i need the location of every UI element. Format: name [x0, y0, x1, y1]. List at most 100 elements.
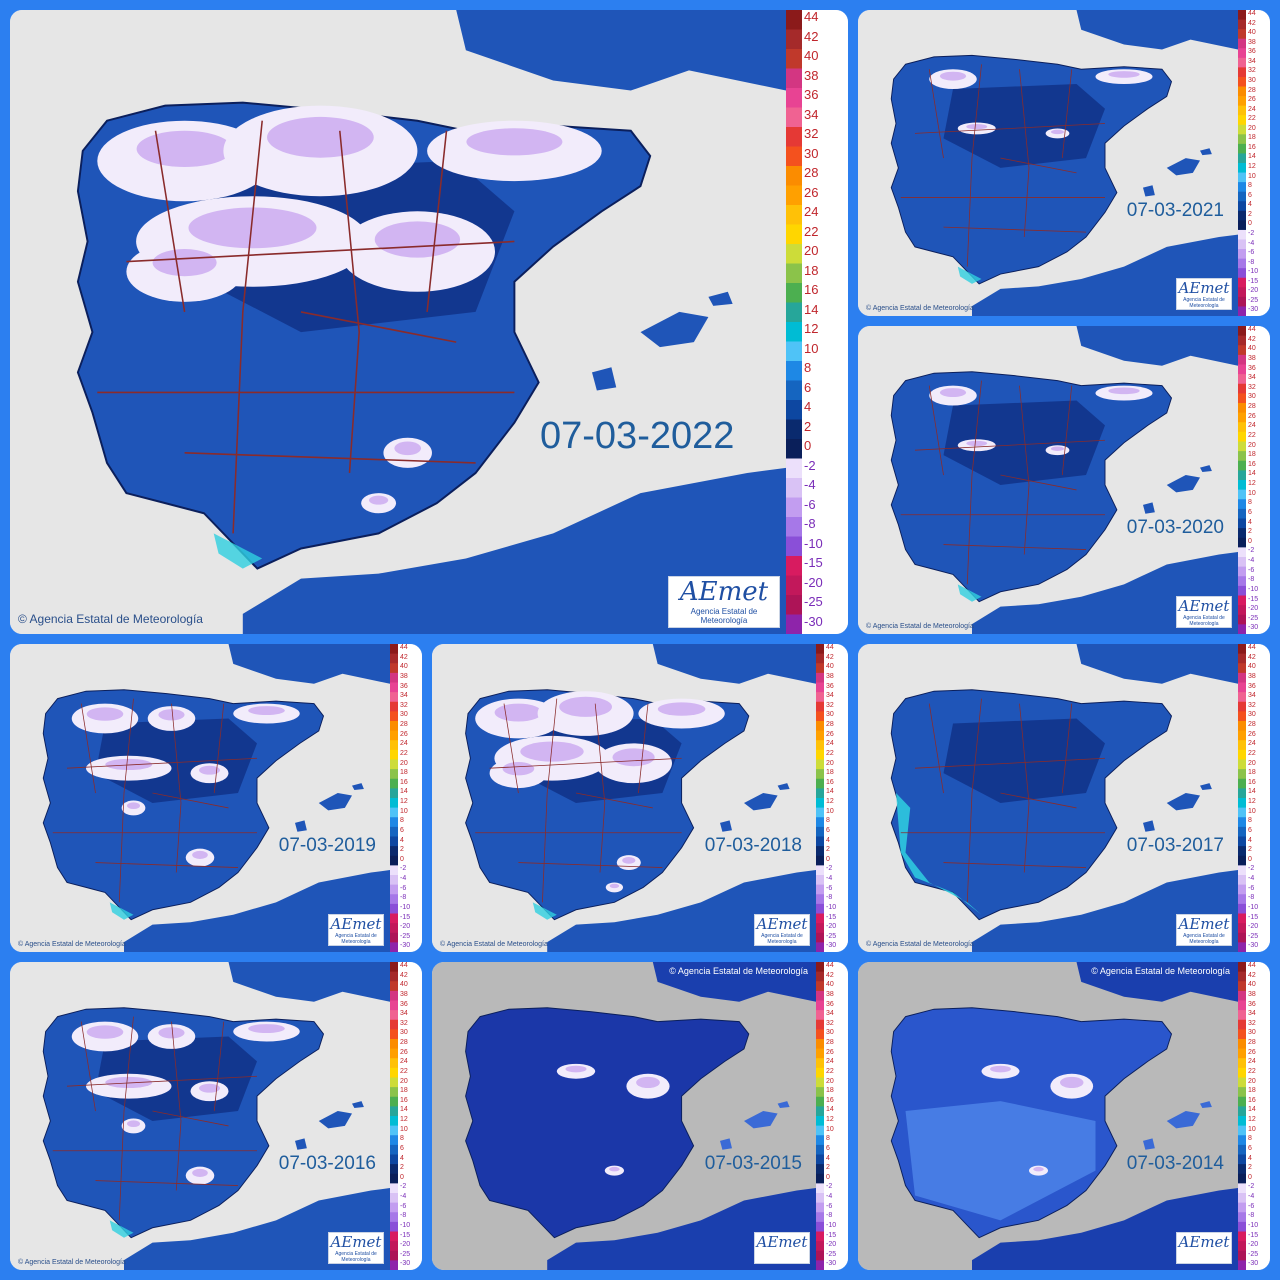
legend-tick: -25: [1248, 296, 1259, 304]
map-panel-2014: 44 42 40 38 36 34 32 30 28 26 24 22 20 18 16 14 12 10 8 6 4 2…: [858, 962, 1270, 1270]
map-panel-2020: 44 42 40 38 36 34 32 30 28 26 24 22 20 18 16 14 12 10 8 6 4 2…: [858, 326, 1270, 634]
aemet-logo: AEmet Agencia Estatal de Meteorología: [328, 914, 384, 946]
legend-tick: 34: [1248, 374, 1256, 382]
legend-tick: -20: [400, 923, 411, 931]
temperature-legend: 44 42 40 38 36 34 32 30 28 26 24 22 20 18 16 14 12 10 8 6 4 2…: [390, 644, 422, 952]
legend-tick: 30: [826, 711, 834, 719]
legend-tick: 16: [400, 778, 408, 786]
aemet-logo-text: AEmet: [1178, 279, 1230, 297]
legend-tick: -6: [804, 496, 816, 512]
frost-area: [126, 1120, 141, 1128]
legend-tick: -10: [1248, 1221, 1259, 1229]
frost-area: [966, 124, 988, 130]
copyright-credit: © Agencia Estatal de Meteorología: [18, 941, 126, 948]
legend-tick: -2: [400, 1183, 407, 1191]
legend-tick: -8: [1248, 258, 1255, 266]
balearic-island: [744, 1111, 778, 1129]
coastal-warm: [109, 902, 134, 920]
africa-coast: [972, 1188, 1238, 1270]
legend-tick: 32: [400, 1019, 408, 1027]
map-panel-2017: 44 42 40 38 36 34 32 30 28 26 24 22 20 18 16 14 12 10 8 6 4 2…: [858, 644, 1270, 952]
aemet-logo-subtitle: Agencia Estatal de Meteorología: [1183, 615, 1225, 627]
legend-tick: 34: [804, 106, 819, 122]
legend-tick: 10: [1248, 489, 1256, 497]
frost-area: [609, 883, 620, 889]
aemet-logo-text: AEmet: [1178, 915, 1230, 933]
legend-tick: -20: [1248, 287, 1259, 295]
legend-tick: 12: [1248, 480, 1256, 487]
legend-tick: 20: [804, 243, 819, 258]
legend-tick: 20: [400, 1077, 408, 1085]
legend-tick: 24: [400, 740, 408, 748]
aemet-logo-subtitle: Agencia Estatal de Meteorología: [335, 933, 377, 945]
legend-tick: -30: [400, 1260, 411, 1268]
legend-tick: 24: [804, 204, 819, 219]
frost-area: [657, 702, 706, 716]
map-date-label: 07-03-2021: [1126, 199, 1224, 221]
frost-area: [1108, 71, 1140, 78]
legend-tick: 22: [804, 223, 819, 239]
copyright-credit: © Agencia Estatal de Meteorología: [18, 1259, 126, 1266]
legend-tick: -6: [400, 884, 407, 892]
legend-tick: 32: [1248, 1019, 1256, 1027]
temperature-legend: 44 42 40 38 36 34 32 30 28 26 24 22 20 18 16 14 12 10 8 6 4 2…: [1238, 644, 1270, 952]
legend-tick: -15: [400, 1231, 411, 1239]
legend-tick: 36: [1248, 364, 1256, 372]
legend-tick: 0: [826, 855, 830, 863]
legend-tick: -20: [1248, 1241, 1259, 1249]
balearic-island: [352, 783, 364, 791]
legend-tick: 10: [400, 1125, 408, 1133]
map-panel-2016: 44 42 40 38 36 34 32 30 28 26 24 22 20 18 16 14 12 10 8 6 4 2…: [10, 962, 422, 1270]
legend-tick: 18: [1248, 451, 1256, 459]
legend-tick: -4: [804, 477, 816, 492]
legend-tick: -4: [826, 875, 833, 882]
legend-tick: -6: [1248, 249, 1255, 257]
legend-tick: 12: [826, 1116, 834, 1123]
cold-core: [943, 400, 1105, 485]
frost-area: [374, 221, 461, 258]
frost-area: [188, 207, 317, 249]
legend-tick: 44: [400, 962, 408, 969]
map-date-label: 07-03-2019: [278, 834, 376, 856]
legend-tick: 30: [1248, 1029, 1256, 1037]
legend-tick: -20: [1248, 605, 1259, 613]
legend-tick: 6: [1248, 1144, 1252, 1152]
legend-tick: -8: [400, 894, 407, 902]
legend-tick: -25: [1248, 1250, 1259, 1258]
legend-tick: 10: [1248, 172, 1256, 180]
legend-tick: 38: [826, 672, 834, 680]
legend-tick: -4: [1248, 1193, 1255, 1200]
legend-tick: 36: [826, 682, 834, 690]
balearic-island: [1200, 1101, 1212, 1109]
africa-coast: [972, 552, 1238, 634]
africa-coast: [972, 234, 1238, 316]
legend-tick: 10: [826, 1125, 834, 1133]
legend-tick: 2: [1248, 528, 1252, 536]
legend-tick: 40: [804, 48, 819, 63]
map-panel-2015: 44 42 40 38 36 34 32 30 28 26 24 22 20 18 16 14 12 10 8 6 4 2…: [432, 962, 848, 1270]
legend-tick: 24: [826, 1058, 834, 1066]
legend-tick: 26: [1248, 1048, 1256, 1056]
legend-tick: 22: [400, 749, 408, 757]
legend-tick: -30: [1248, 306, 1259, 314]
legend-tick: 40: [400, 981, 408, 989]
legend-tick: 4: [1248, 518, 1252, 526]
legend-tick: 42: [826, 971, 834, 979]
legend-tick: 38: [1248, 354, 1256, 362]
balearic-island: [318, 1111, 352, 1129]
legend-tick: 20: [1248, 1077, 1256, 1085]
legend-tick: 20: [1248, 124, 1256, 132]
map-graphic: [858, 962, 1238, 1270]
legend-tick: 14: [400, 788, 408, 796]
legend-tick: 6: [1248, 191, 1252, 199]
legend-tick: 42: [826, 653, 834, 661]
legend-tick: 8: [1248, 817, 1252, 825]
legend-tick: 6: [1248, 508, 1252, 516]
africa-coast: [547, 870, 816, 952]
balearic-island: [295, 1138, 307, 1150]
legend-tick: 40: [1248, 29, 1256, 37]
legend-tick: 16: [826, 778, 834, 786]
aemet-logo: AEmet Agencia Estatal de Meteorología: [1176, 914, 1232, 946]
legend-tick: -10: [400, 1221, 411, 1229]
legend-tick: 4: [400, 1154, 404, 1162]
